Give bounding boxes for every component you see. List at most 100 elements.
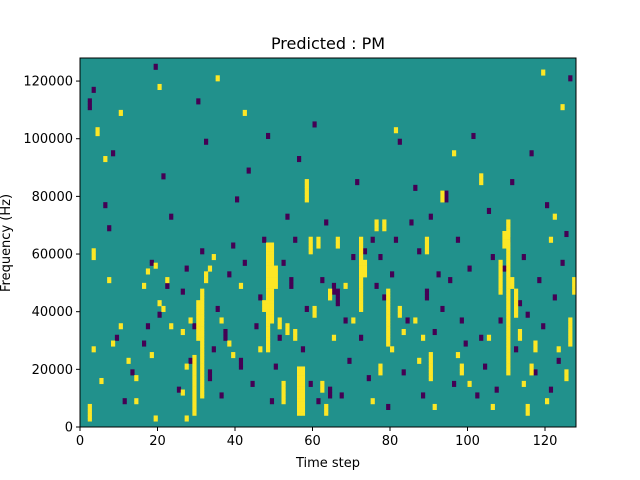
heatmap-cell-low: [165, 282, 170, 287]
heatmap-cell-low: [242, 259, 247, 263]
heatmap-cell-high: [393, 127, 399, 131]
heatmap-cell-high: [149, 352, 154, 356]
heatmap-cell-high: [452, 153, 457, 157]
heatmap-cell-high: [529, 372, 534, 376]
heatmap-cell-high: [266, 288, 271, 292]
heatmap-cell-low: [231, 245, 236, 249]
heatmap-cell-high: [514, 308, 519, 312]
heatmap-cell-high: [204, 279, 209, 284]
heatmap-cell-high: [192, 377, 197, 382]
heatmap-cell-high: [196, 300, 201, 304]
heatmap-cell-low: [87, 98, 92, 102]
heatmap-cell-low: [223, 334, 228, 338]
heatmap-cell-low: [351, 254, 356, 258]
heatmap-cell-high: [525, 406, 530, 410]
heatmap-cell-high: [386, 291, 391, 295]
heatmap-background: [80, 58, 576, 427]
heatmap-cell-low: [223, 331, 228, 336]
heatmap-cell-low: [91, 89, 96, 93]
heatmap-cell-high: [370, 401, 375, 405]
heatmap-cell-low: [432, 331, 437, 336]
heatmap-cell-high: [269, 245, 275, 249]
heatmap-cell-high: [157, 83, 162, 88]
heatmap-cell-low: [568, 75, 573, 79]
heatmap-cell-high: [506, 323, 511, 327]
heatmap-cell-low: [401, 372, 406, 376]
heatmap-cell-low: [161, 173, 166, 177]
heatmap-cell-high: [359, 268, 364, 272]
heatmap-cell-high: [134, 401, 139, 405]
heatmap-cell-high: [386, 334, 391, 338]
heatmap-cell-high: [452, 150, 457, 154]
heatmap-cell-high: [506, 219, 511, 223]
heatmap-cell-high: [359, 297, 364, 301]
heatmap-cell-low: [246, 167, 251, 171]
heatmap-cell-high: [386, 314, 391, 318]
heatmap-cell-high: [269, 251, 275, 255]
heatmap-cell-high: [297, 403, 302, 408]
heatmap-cell-high: [506, 308, 511, 312]
heatmap-cell-high: [328, 288, 333, 292]
heatmap-cell-high: [200, 369, 205, 373]
heatmap-cell-high: [266, 328, 271, 333]
heatmap-cell-high: [215, 78, 220, 82]
heatmap-cell-high: [196, 305, 201, 310]
heatmap-cell-low: [541, 323, 546, 327]
heatmap-cell-low: [281, 259, 286, 263]
heatmap-cell-low: [262, 239, 267, 243]
heatmap-cell-high: [118, 323, 123, 327]
heatmap-cell-high: [269, 311, 275, 315]
heatmap-cell-high: [417, 360, 422, 364]
heatmap-cell-low: [390, 271, 395, 275]
heatmap-cell-high: [455, 352, 461, 356]
heatmap-cell-high: [142, 282, 147, 287]
heatmap-cell-high: [424, 239, 430, 243]
heatmap-cell-low: [289, 285, 294, 289]
heatmap-cell-low: [483, 366, 488, 370]
heatmap-cell-high: [273, 268, 278, 272]
heatmap-cell-high: [200, 386, 205, 390]
heatmap-cell-high: [312, 311, 317, 315]
heatmap-cell-high: [386, 311, 391, 315]
heatmap-cell-high: [281, 401, 286, 405]
heatmap-cell-low: [231, 242, 236, 246]
heatmap-cell-high: [300, 380, 306, 385]
heatmap-cell-high: [200, 349, 205, 353]
heatmap-cell-low: [289, 282, 294, 287]
heatmap-cell-low: [510, 179, 515, 183]
heatmap-cell-high: [514, 294, 519, 298]
heatmap-cell-high: [227, 343, 232, 347]
heatmap-cell-high: [506, 337, 511, 341]
heatmap-cell-high: [192, 398, 197, 402]
heatmap-cell-high: [196, 311, 201, 315]
heatmap-cell-low: [122, 398, 127, 402]
heatmap-cell-high: [386, 297, 391, 301]
heatmap-cell-low: [359, 337, 364, 341]
heatmap-cell-low: [529, 150, 534, 154]
heatmap-cell-high: [506, 265, 511, 269]
heatmap-cell-low: [254, 323, 259, 327]
heatmap-cell-high: [157, 86, 162, 91]
heatmap-cell-high: [192, 354, 197, 359]
heatmap-cell-high: [568, 317, 573, 321]
heatmap-cell-high: [266, 297, 271, 301]
heatmap-cell-high: [300, 395, 306, 399]
x-tick-label: 80: [382, 434, 399, 449]
heatmap-cell-high: [211, 254, 216, 258]
heatmap-cell-high: [506, 300, 511, 304]
heatmap-cell-high: [180, 331, 185, 336]
heatmap-cell-high: [506, 288, 511, 292]
heatmap-cell-high: [297, 395, 302, 399]
heatmap-cell-high: [506, 236, 511, 240]
heatmap-cell-high: [196, 317, 201, 321]
heatmap-cell-high: [111, 343, 116, 347]
heatmap-cell-high: [266, 294, 271, 298]
heatmap-cell-low: [479, 334, 484, 338]
heatmap-cell-high: [498, 268, 503, 272]
heatmap-cell-high: [281, 398, 286, 402]
heatmap-cell-high: [200, 380, 205, 385]
heatmap-cell-high: [192, 383, 197, 387]
heatmap-cell-low: [452, 380, 457, 385]
heatmap-cell-low: [366, 375, 371, 379]
